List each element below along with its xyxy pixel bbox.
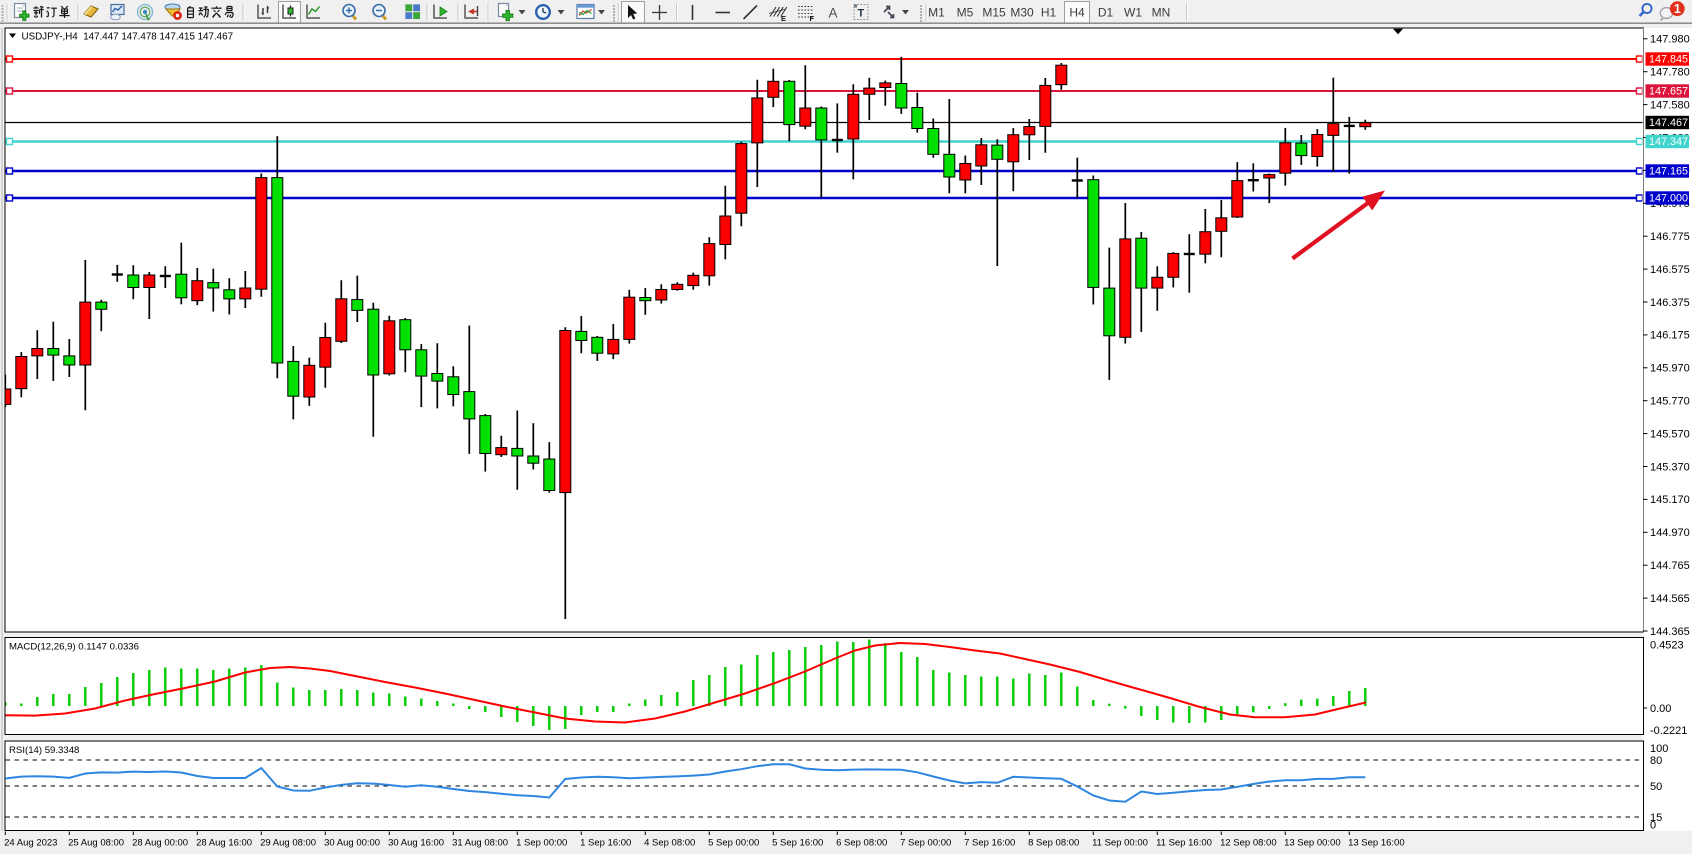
- svg-text:100: 100: [1650, 743, 1668, 755]
- svg-text:147.580: 147.580: [1650, 99, 1690, 111]
- svg-text:D1: D1: [1098, 6, 1114, 20]
- svg-text:5 Sep 00:00: 5 Sep 00:00: [708, 838, 759, 849]
- svg-text:M15: M15: [982, 6, 1006, 20]
- svg-text:50: 50: [1650, 781, 1662, 793]
- svg-text:147.165: 147.165: [1649, 166, 1688, 178]
- svg-text:145.170: 145.170: [1650, 494, 1690, 506]
- svg-text:M1: M1: [928, 6, 945, 20]
- svg-text:0.00: 0.00: [1650, 703, 1671, 715]
- svg-text:8 Sep 08:00: 8 Sep 08:00: [1028, 838, 1079, 849]
- svg-text:W1: W1: [1124, 6, 1142, 20]
- svg-text:31 Aug 08:00: 31 Aug 08:00: [452, 838, 508, 849]
- svg-text:11 Sep 16:00: 11 Sep 16:00: [1156, 838, 1212, 849]
- svg-text:25 Aug 08:00: 25 Aug 08:00: [68, 838, 124, 849]
- svg-text:A: A: [829, 6, 838, 21]
- svg-text:E: E: [781, 14, 786, 23]
- svg-text:0.4523: 0.4523: [1650, 639, 1684, 651]
- svg-text:11 Sep 00:00: 11 Sep 00:00: [1092, 838, 1148, 849]
- svg-text:24 Aug 2023: 24 Aug 2023: [4, 838, 57, 849]
- svg-text:M30: M30: [1010, 6, 1034, 20]
- svg-text:144.970: 144.970: [1650, 527, 1690, 539]
- svg-text:T: T: [858, 8, 865, 20]
- svg-text:145.770: 145.770: [1650, 396, 1690, 408]
- svg-text:1 Sep 16:00: 1 Sep 16:00: [580, 838, 631, 849]
- svg-text:0: 0: [1650, 819, 1656, 831]
- svg-text:13 Sep 16:00: 13 Sep 16:00: [1348, 838, 1405, 849]
- svg-text:F: F: [810, 14, 815, 23]
- svg-text:145.370: 145.370: [1650, 461, 1690, 473]
- svg-text:146.775: 146.775: [1650, 231, 1690, 243]
- svg-text:7 Sep 16:00: 7 Sep 16:00: [964, 838, 1015, 849]
- svg-text:28 Aug 00:00: 28 Aug 00:00: [132, 838, 188, 849]
- svg-text:RSI(14) 59.3348: RSI(14) 59.3348: [9, 745, 79, 756]
- svg-text:H1: H1: [1041, 6, 1057, 20]
- svg-text:147.347: 147.347: [1649, 136, 1688, 148]
- svg-text:145.570: 145.570: [1650, 428, 1690, 440]
- svg-text:144.765: 144.765: [1650, 560, 1690, 572]
- svg-text:13 Sep 00:00: 13 Sep 00:00: [1284, 838, 1341, 849]
- svg-text:147.657: 147.657: [1649, 86, 1688, 98]
- svg-text:MACD(12,26,9) 0.1147 0.0336: MACD(12,26,9) 0.1147 0.0336: [9, 642, 139, 653]
- svg-text:146.375: 146.375: [1650, 297, 1690, 309]
- svg-text:145.970: 145.970: [1650, 363, 1690, 375]
- svg-text:H4: H4: [1069, 6, 1085, 20]
- svg-text:28 Aug 16:00: 28 Aug 16:00: [196, 838, 252, 849]
- svg-text:147.980: 147.980: [1650, 34, 1690, 46]
- svg-text:M5: M5: [957, 6, 974, 20]
- svg-text:147.845: 147.845: [1649, 54, 1688, 66]
- svg-text:1: 1: [1674, 2, 1681, 16]
- svg-text:6 Sep 08:00: 6 Sep 08:00: [836, 838, 887, 849]
- svg-text:-0.2221: -0.2221: [1650, 725, 1687, 737]
- svg-text:30 Aug 16:00: 30 Aug 16:00: [388, 838, 444, 849]
- svg-text:30 Aug 00:00: 30 Aug 00:00: [324, 838, 380, 849]
- svg-text:144.565: 144.565: [1650, 593, 1690, 605]
- svg-text:15: 15: [1650, 812, 1662, 824]
- svg-text:29 Aug 08:00: 29 Aug 08:00: [260, 838, 316, 849]
- svg-text:5 Sep 16:00: 5 Sep 16:00: [772, 838, 823, 849]
- svg-text:1 Sep 00:00: 1 Sep 00:00: [516, 838, 567, 849]
- svg-text:MN: MN: [1152, 6, 1171, 20]
- svg-text:147.000: 147.000: [1649, 193, 1688, 205]
- svg-text:4 Sep 08:00: 4 Sep 08:00: [644, 838, 695, 849]
- svg-text:12 Sep 08:00: 12 Sep 08:00: [1220, 838, 1277, 849]
- svg-text:80: 80: [1650, 755, 1662, 767]
- svg-text:USDJPY-,H4 147.447 147.478 14: USDJPY-,H4 147.447 147.478 147.415 147.4…: [22, 32, 234, 43]
- svg-text:146.175: 146.175: [1650, 330, 1690, 342]
- svg-text:147.467: 147.467: [1649, 117, 1688, 129]
- svg-text:146.575: 146.575: [1650, 264, 1690, 276]
- svg-text:144.365: 144.365: [1650, 626, 1690, 638]
- svg-text:7 Sep 00:00: 7 Sep 00:00: [900, 838, 951, 849]
- svg-text:147.780: 147.780: [1650, 67, 1690, 79]
